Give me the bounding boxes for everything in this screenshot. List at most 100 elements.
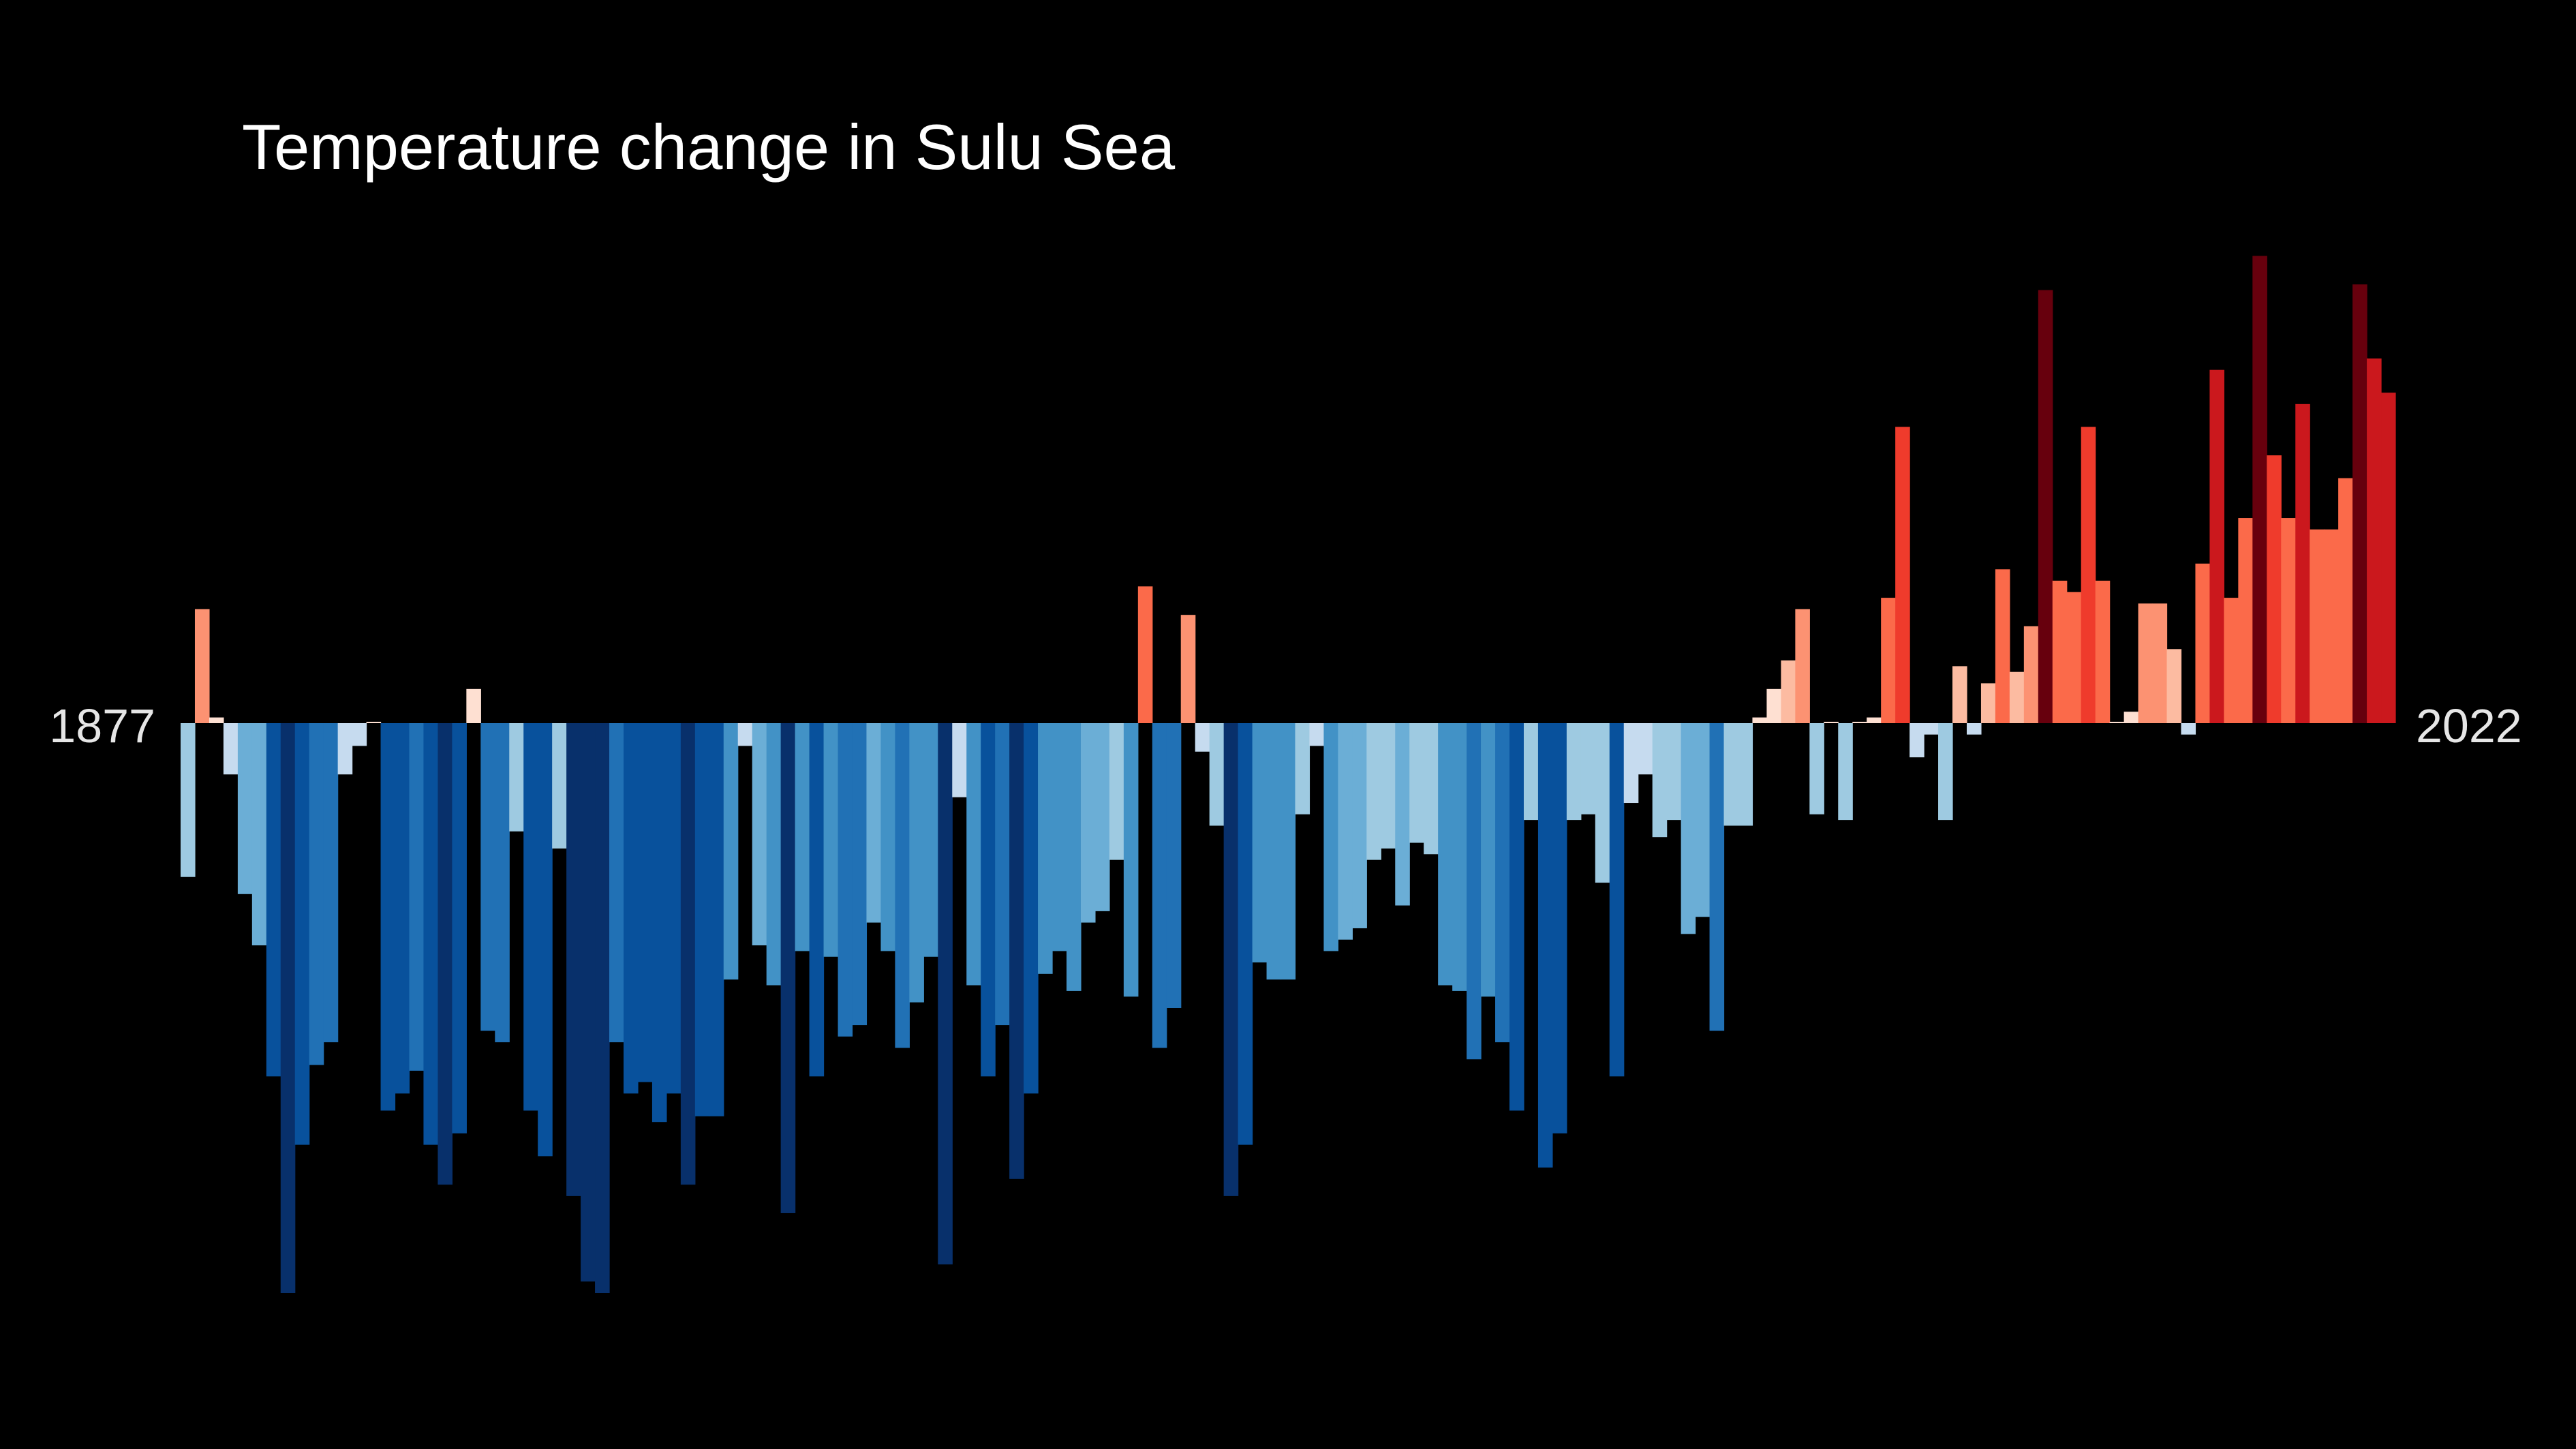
bar-2026 bbox=[2310, 529, 2325, 723]
bar-1936 bbox=[1024, 723, 1039, 1094]
bar-1996 bbox=[1881, 598, 1896, 723]
bar-1981 bbox=[1666, 723, 1682, 821]
bar-1903 bbox=[552, 723, 567, 849]
bar-1927 bbox=[895, 723, 910, 1048]
bar-1989 bbox=[1781, 660, 1796, 723]
bar-2013 bbox=[2123, 712, 2139, 723]
bar-1937 bbox=[1038, 723, 1053, 974]
bar-1968 bbox=[1481, 723, 1496, 997]
bar-1979 bbox=[1638, 723, 1653, 775]
bar-1963 bbox=[1409, 723, 1424, 843]
bar-1895 bbox=[438, 723, 453, 1185]
bar-1885 bbox=[294, 723, 310, 1145]
bar-1880 bbox=[223, 723, 239, 775]
bar-2006 bbox=[2023, 626, 2039, 723]
bar-1899 bbox=[495, 723, 510, 1043]
bar-1918 bbox=[766, 723, 782, 986]
bar-2004 bbox=[1995, 569, 2010, 723]
bar-1952 bbox=[1252, 723, 1268, 963]
bar-1898 bbox=[480, 723, 495, 1031]
bar-1919 bbox=[780, 723, 796, 1213]
bar-1986 bbox=[1738, 723, 1753, 826]
bar-2022 bbox=[2252, 256, 2267, 724]
bar-2017 bbox=[2181, 723, 2196, 735]
bar-1902 bbox=[538, 723, 553, 1157]
bar-1877 bbox=[181, 723, 196, 877]
bar-1941 bbox=[1094, 723, 1110, 911]
bar-1935 bbox=[1009, 723, 1024, 1179]
bar-2015 bbox=[2152, 603, 2168, 723]
bar-2000 bbox=[1938, 723, 1953, 821]
bar-1925 bbox=[866, 723, 882, 923]
bar-1909 bbox=[637, 723, 653, 1082]
bar-1901 bbox=[523, 723, 538, 1111]
bar-2020 bbox=[2224, 598, 2239, 723]
bar-1958 bbox=[1338, 723, 1353, 940]
end-year-label: 2022 bbox=[2416, 699, 2522, 752]
bar-1914 bbox=[709, 723, 724, 1116]
bar-1890 bbox=[366, 722, 382, 723]
bar-1908 bbox=[624, 723, 639, 1094]
bar-1911 bbox=[666, 723, 681, 1094]
bar-1926 bbox=[880, 723, 895, 951]
bar-2005 bbox=[2009, 671, 2025, 723]
bar-1943 bbox=[1123, 723, 1139, 997]
bar-1934 bbox=[995, 723, 1010, 1026]
bar-1978 bbox=[1623, 723, 1639, 804]
bar-1938 bbox=[1052, 723, 1067, 951]
bar-1924 bbox=[852, 723, 868, 1026]
bar-1940 bbox=[1080, 723, 1096, 923]
bar-1962 bbox=[1395, 723, 1410, 906]
bar-1878 bbox=[194, 609, 210, 723]
bar-1915 bbox=[723, 723, 739, 980]
bar-2011 bbox=[2095, 581, 2111, 723]
bar-1913 bbox=[694, 723, 710, 1116]
bar-1896 bbox=[452, 723, 467, 1133]
bar-1994 bbox=[1852, 722, 1867, 723]
bar-1883 bbox=[266, 723, 281, 1077]
bar-1910 bbox=[651, 723, 667, 1123]
bar-1886 bbox=[309, 723, 324, 1065]
bar-1988 bbox=[1766, 688, 1781, 723]
bar-1893 bbox=[409, 723, 425, 1071]
bar-1961 bbox=[1381, 723, 1396, 849]
bar-1930 bbox=[938, 723, 953, 1265]
bar-1921 bbox=[809, 723, 825, 1077]
bar-2030 bbox=[2367, 358, 2382, 723]
bar-1945 bbox=[1152, 723, 1167, 1048]
bar-1977 bbox=[1609, 723, 1625, 1077]
bar-1946 bbox=[1166, 723, 1182, 1008]
bar-1975 bbox=[1580, 723, 1596, 814]
bar-1884 bbox=[280, 723, 296, 1293]
bar-1954 bbox=[1281, 723, 1296, 980]
bar-1999 bbox=[1924, 723, 1939, 735]
start-year-label: 1877 bbox=[49, 699, 155, 752]
bar-1959 bbox=[1352, 723, 1367, 928]
bar-1951 bbox=[1238, 723, 1253, 1145]
bar-2002 bbox=[1966, 723, 1982, 735]
bar-1892 bbox=[395, 723, 410, 1094]
bar-1970 bbox=[1509, 723, 1524, 1111]
bar-1953 bbox=[1266, 723, 1282, 980]
bar-1971 bbox=[1523, 723, 1539, 821]
bar-1967 bbox=[1467, 723, 1482, 1060]
bar-1987 bbox=[1752, 717, 1768, 723]
bar-1929 bbox=[923, 723, 938, 957]
bar-2027 bbox=[2324, 529, 2339, 723]
bar-1906 bbox=[595, 723, 610, 1293]
bar-2001 bbox=[1952, 666, 1967, 723]
bar-1939 bbox=[1067, 723, 1082, 991]
bar-1972 bbox=[1537, 723, 1553, 1168]
bar-1980 bbox=[1652, 723, 1668, 838]
bar-2021 bbox=[2238, 518, 2253, 723]
bar-1985 bbox=[1723, 723, 1739, 826]
bar-1974 bbox=[1566, 723, 1582, 821]
bar-1882 bbox=[251, 723, 267, 946]
bar-1905 bbox=[581, 723, 596, 1282]
bar-1976 bbox=[1595, 723, 1610, 883]
bar-1948 bbox=[1195, 723, 1210, 752]
bar-1917 bbox=[752, 723, 767, 946]
bar-1947 bbox=[1180, 615, 1196, 723]
bar-2018 bbox=[2195, 563, 2211, 723]
